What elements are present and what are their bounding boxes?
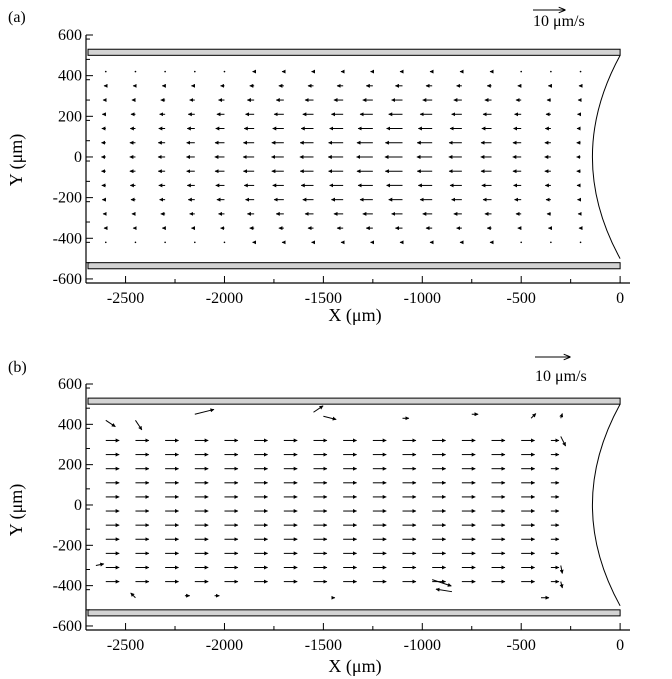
x-tick-label: 0 (616, 290, 624, 307)
velocity-vector (134, 241, 137, 244)
velocity-vector (323, 415, 337, 421)
velocity-vector (164, 70, 166, 73)
y-tick-label: 600 (58, 27, 82, 44)
y-tick-label: -200 (53, 190, 82, 207)
panel-a: (a) 10 μm/s 600 400 200 0 -200 -400 -600 -2500… (6, 9, 630, 326)
velocity-vector (530, 413, 537, 419)
scale-label-b: 10 μm/s (535, 368, 587, 385)
velocity-vector (520, 70, 522, 73)
x-tick-label: -1500 (305, 637, 342, 654)
velocity-vector (559, 413, 564, 419)
y-tick-label: -600 (53, 271, 82, 288)
walls-b (87, 397, 621, 617)
panel-label-a: (a) (8, 9, 26, 26)
velocity-vector (194, 408, 215, 415)
y-tick-label: 200 (58, 457, 82, 474)
y-axis-label-b: Y (μm) (6, 484, 27, 536)
velocity-vector (223, 241, 226, 244)
velocity-vector (194, 70, 196, 73)
y-axis-label-a: Y (μm) (6, 134, 27, 186)
y-tick-label: 400 (58, 416, 82, 433)
y-tick-label: -400 (53, 578, 82, 595)
velocity-vector (559, 581, 564, 589)
y-tick-label: 200 (58, 108, 82, 125)
vectors-b (95, 405, 567, 600)
x-tick-label: -1000 (404, 290, 441, 307)
y-ticks-b: 600 400 200 0 -200 -400 -600 (53, 376, 93, 635)
velocity-vector (520, 241, 522, 244)
x-tick-label: -2000 (206, 290, 243, 307)
bottom-wall (87, 609, 621, 617)
velocity-vector (550, 70, 552, 73)
velocity-vector (579, 241, 582, 244)
y-ticks-a: 600 400 200 0 -200 -400 -600 (53, 27, 93, 288)
x-tick-label: -500 (507, 290, 536, 307)
velocity-vector (579, 70, 582, 73)
velocity-vector (432, 579, 452, 587)
velocity-vector (550, 241, 552, 244)
meniscus-b (592, 403, 621, 607)
velocity-vector (559, 565, 564, 574)
x-axis-label-b: X (μm) (328, 656, 381, 677)
bottom-wall (87, 262, 621, 270)
velocity-vector (134, 70, 137, 73)
velocity-vector (135, 420, 143, 431)
x-ticks-a: -2500 -2000 -1500 -1000 -500 0 (107, 276, 624, 307)
velocity-vector (104, 241, 107, 244)
meniscus-curve (592, 403, 621, 607)
x-tick-label: -2500 (107, 290, 144, 307)
vectors-a (100, 69, 583, 245)
panel-b: (b) 10 μm/s 600 400 200 0 -200 -400 -600 -2500… (6, 357, 630, 677)
velocity-vector (95, 562, 105, 567)
top-wall (87, 397, 621, 405)
velocity-vector (560, 436, 567, 447)
velocity-vector (164, 241, 166, 244)
top-wall (87, 48, 621, 56)
velocity-vector (435, 587, 453, 593)
axes-b (85, 384, 630, 631)
y-tick-label: 0 (74, 149, 82, 166)
y-tick-label: 400 (58, 68, 82, 85)
velocity-vector (105, 419, 116, 428)
y-tick-label: -400 (53, 230, 82, 247)
walls-a (87, 48, 621, 270)
y-tick-label: 0 (74, 497, 82, 514)
x-tick-label: 0 (616, 637, 624, 654)
panel-label-b: (b) (8, 359, 27, 376)
x-tick-label: -2000 (206, 637, 243, 654)
x-tick-label: -500 (507, 637, 536, 654)
velocity-vector (313, 405, 324, 413)
y-tick-label: -600 (53, 618, 82, 635)
x-tick-label: -1000 (404, 637, 441, 654)
velocity-vector (130, 592, 136, 599)
x-axis-label-a: X (μm) (328, 305, 381, 326)
meniscus-curve (592, 55, 621, 259)
velocity-vector (223, 70, 226, 73)
y-tick-label: -200 (53, 537, 82, 554)
scale-label-a: 10 μm/s (533, 13, 585, 30)
x-ticks-b: -2500 -2000 -1500 -1000 -500 0 (107, 623, 624, 654)
x-tick-label: -2500 (107, 637, 144, 654)
y-tick-label: 600 (58, 376, 82, 393)
meniscus-a (592, 55, 621, 259)
velocity-vector (104, 70, 107, 73)
axes-a (85, 35, 630, 284)
velocity-vector (194, 241, 196, 244)
x-tick-label: -1500 (305, 290, 342, 307)
